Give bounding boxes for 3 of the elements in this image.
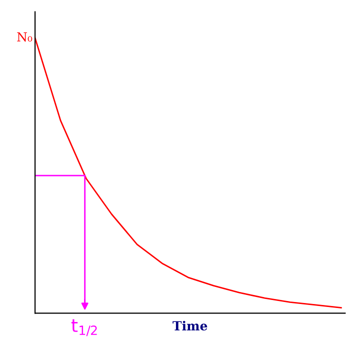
- text: N₀: [17, 32, 32, 42]
- x-axis-title: Time: [172, 320, 208, 331]
- annotation: t$_{1/2}$: [71, 319, 97, 336]
